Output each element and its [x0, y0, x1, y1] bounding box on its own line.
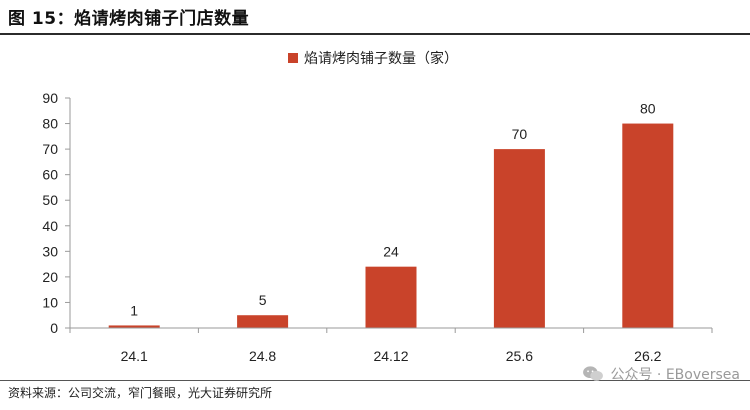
- y-tick-label: 10: [42, 294, 58, 310]
- y-tick-label: 40: [42, 218, 58, 234]
- watermark-text: 公众号 · EBoversea: [610, 367, 740, 383]
- x-axis: 24.1 24.8 24.12 25.6 26.2: [69, 327, 713, 364]
- y-tick-label: 0: [50, 320, 58, 336]
- wechat-icon: [583, 366, 604, 381]
- bar-value-label: 5: [259, 292, 267, 308]
- x-tick-label: 24.8: [249, 348, 276, 364]
- legend-swatch: [288, 53, 298, 63]
- x-tick-label: 26.2: [634, 348, 661, 364]
- bar: [365, 266, 417, 328]
- y-axis: 0 10 20 30 40 50 60 70 80 90: [42, 90, 71, 336]
- y-tick-label: 60: [42, 167, 58, 183]
- y-tick-label: 30: [42, 243, 58, 259]
- y-tick-label: 90: [42, 90, 58, 106]
- bar: [493, 149, 545, 328]
- y-tick-label: 20: [42, 269, 58, 285]
- bar-chart: 焰请烤肉铺子数量（家） 0 10 20 30 40 50 60 70 80 90 1 5 24 70 80…: [42, 50, 713, 364]
- x-tick-label: 24.1: [121, 348, 148, 364]
- bar: [108, 325, 160, 328]
- x-tick-label: 25.6: [506, 348, 533, 364]
- figure-title: 图 15：焰请烤肉铺子门店数量: [8, 9, 250, 29]
- watermark: 公众号 · EBoversea: [582, 364, 740, 384]
- bar-value-label: 80: [640, 101, 656, 117]
- y-tick-label: 70: [42, 141, 58, 157]
- bar: [622, 123, 674, 328]
- bar: [237, 315, 289, 328]
- bar-value-label: 1: [130, 302, 138, 318]
- bars-group: 1 5 24 70 80: [108, 101, 674, 328]
- title-rule: [0, 33, 750, 35]
- bar-value-label: 70: [512, 126, 528, 142]
- footer-rule: [0, 380, 750, 381]
- legend-label: 焰请烤肉铺子数量（家）: [304, 50, 458, 67]
- bar-value-label: 24: [383, 244, 399, 260]
- source-note: 资料来源：公司交流，窄门餐眼，光大证券研究所: [8, 386, 273, 400]
- chart-legend: 焰请烤肉铺子数量（家）: [288, 50, 458, 67]
- y-tick-label: 50: [42, 192, 58, 208]
- x-tick-label: 24.12: [373, 348, 408, 364]
- y-tick-label: 80: [42, 116, 58, 132]
